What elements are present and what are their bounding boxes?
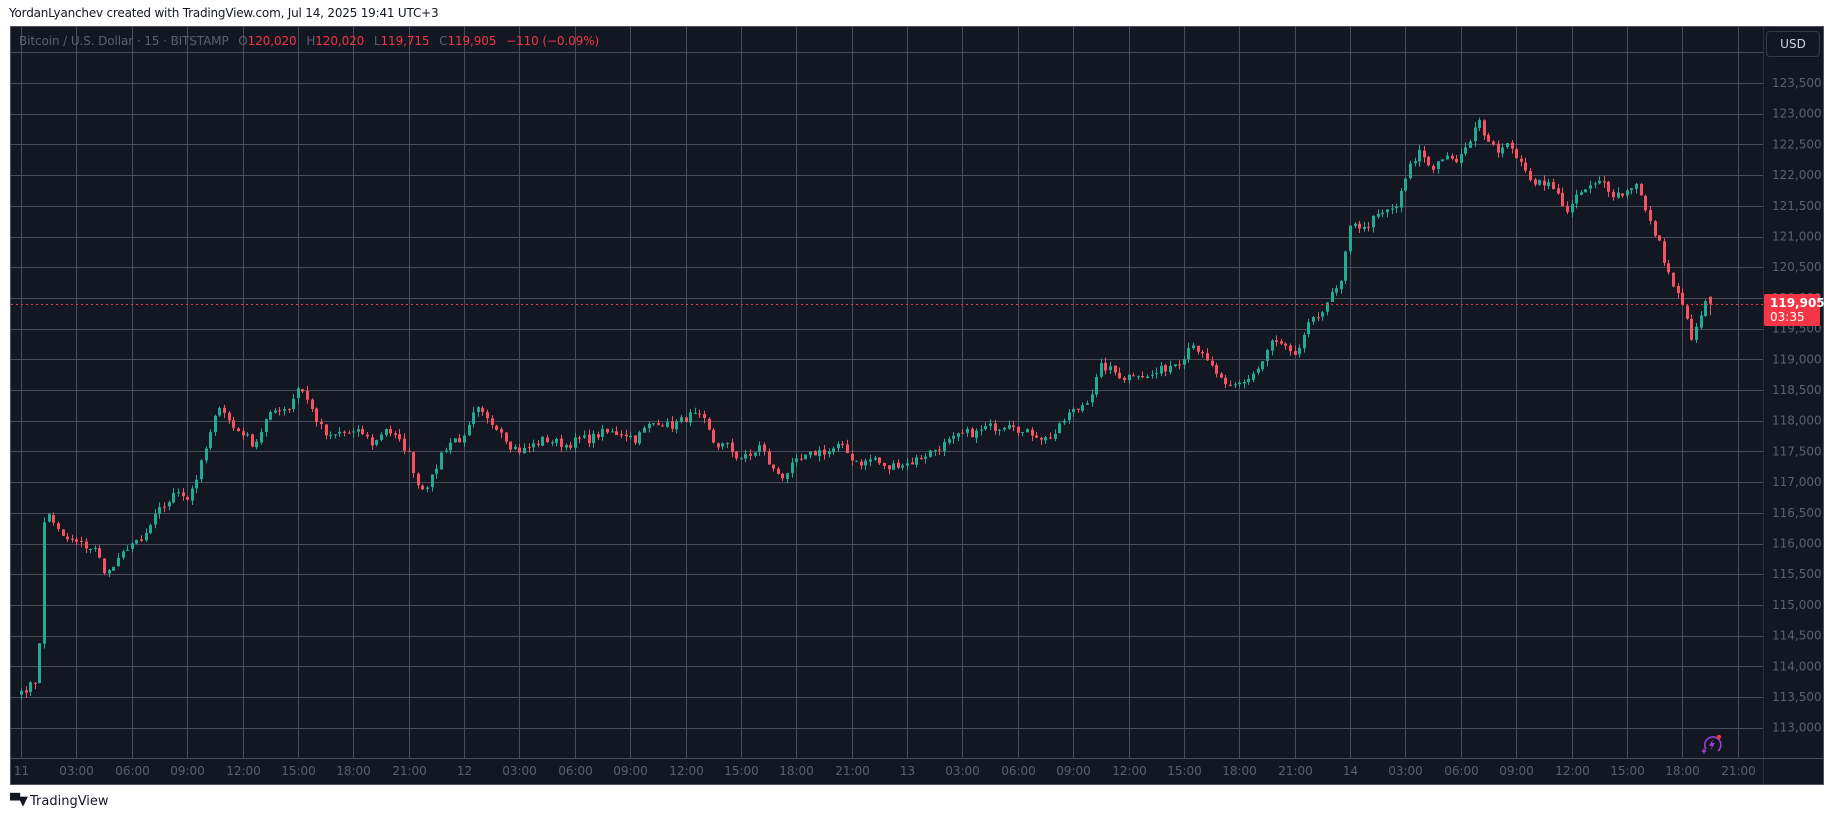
candlesticks xyxy=(20,117,1712,700)
price-tick-label: 121,000 xyxy=(1772,230,1822,244)
price-axis[interactable]: 113,000 113,500 114,000 114,500 115,000 115,5… xyxy=(1772,76,1822,735)
time-tick-label: 21:00 xyxy=(392,764,427,778)
time-tick-label: 11 xyxy=(14,764,29,778)
time-tick-label: 21:00 xyxy=(835,764,870,778)
price-tick-label: 114,000 xyxy=(1772,659,1822,673)
time-tick-label: 18:00 xyxy=(779,764,814,778)
bar-countdown: 03:35 xyxy=(1770,310,1805,324)
price-tick-label: 116,500 xyxy=(1772,506,1822,520)
brand-name: TradingView xyxy=(30,794,109,809)
time-tick-label: 09:00 xyxy=(1499,764,1534,778)
price-tick-label: 116,000 xyxy=(1772,537,1822,551)
price-tick-label: 118,500 xyxy=(1772,383,1822,397)
symbol-title: Bitcoin / U.S. Dollar · 15 · BITSTAMP xyxy=(19,34,229,48)
time-tick-label: 12:00 xyxy=(669,764,704,778)
currency-button[interactable]: USD xyxy=(1766,31,1820,57)
time-tick-label: 12 xyxy=(457,764,472,778)
time-tick-label: 12:00 xyxy=(1112,764,1147,778)
open-label: O xyxy=(238,34,248,48)
time-tick-label: 12:00 xyxy=(226,764,261,778)
symbol-legend: Bitcoin / U.S. Dollar · 15 · BITSTAMP O1… xyxy=(19,34,599,48)
price-tick-label: 113,000 xyxy=(1772,721,1822,735)
close-value: 119,905 xyxy=(447,34,497,48)
price-tick-label: 120,500 xyxy=(1772,260,1822,274)
change-value: −110 (−0.09%) xyxy=(506,34,600,48)
time-tick-label: 21:00 xyxy=(1278,764,1313,778)
time-tick-label: 06:00 xyxy=(1444,764,1479,778)
tradingview-logo-icon: ▀▼ xyxy=(10,794,28,809)
price-tick-label: 122,000 xyxy=(1772,168,1822,182)
chart-caption: YordanLyanchev created with TradingView.… xyxy=(9,6,439,20)
time-tick-label: 03:00 xyxy=(59,764,94,778)
lightning-alert-icon[interactable] xyxy=(1700,733,1724,757)
time-tick-label: 15:00 xyxy=(724,764,759,778)
time-tick-label: 09:00 xyxy=(1056,764,1091,778)
price-tick-label: 118,000 xyxy=(1772,414,1822,428)
price-tick-label: 115,500 xyxy=(1772,567,1822,581)
time-tick-label: 09:00 xyxy=(170,764,205,778)
low-label: L xyxy=(373,34,381,48)
time-tick-label: 18:00 xyxy=(336,764,371,778)
last-price-value: 119,905 xyxy=(1770,296,1825,310)
high-value: 120,020 xyxy=(315,34,365,48)
price-tick-label: 115,000 xyxy=(1772,598,1822,612)
price-tick-label: 123,500 xyxy=(1772,76,1822,90)
time-tick-label: 21:00 xyxy=(1721,764,1756,778)
tradingview-brand[interactable]: ▀▼ TradingView xyxy=(10,794,109,809)
time-tick-label: 03:00 xyxy=(1388,764,1423,778)
price-tick-label: 114,500 xyxy=(1772,629,1822,643)
time-axis[interactable]: 11 03:00 06:00 09:00 12:00 15:00 18:00 21:00 12 0… xyxy=(14,764,1756,778)
last-price-label: 119,905 03:35 xyxy=(1764,294,1825,326)
price-tick-label: 122,500 xyxy=(1772,137,1822,151)
low-value: 119,715 xyxy=(380,34,430,48)
price-tick-label: 113,500 xyxy=(1772,690,1822,704)
price-tick-label: 123,000 xyxy=(1772,107,1822,121)
time-tick-label: 15:00 xyxy=(281,764,316,778)
time-tick-label: 18:00 xyxy=(1222,764,1257,778)
time-tick-label: 12:00 xyxy=(1555,764,1590,778)
time-tick-label: 18:00 xyxy=(1665,764,1700,778)
price-tick-label: 117,000 xyxy=(1772,475,1822,489)
time-tick-label: 03:00 xyxy=(502,764,537,778)
price-tick-label: 117,500 xyxy=(1772,444,1822,458)
time-tick-label: 06:00 xyxy=(558,764,593,778)
time-tick-label: 13 xyxy=(900,764,915,778)
open-value: 120,020 xyxy=(247,34,297,48)
grid-lines xyxy=(11,27,1763,758)
time-tick-label: 14 xyxy=(1343,764,1358,778)
time-tick-label: 15:00 xyxy=(1167,764,1202,778)
time-tick-label: 09:00 xyxy=(613,764,648,778)
time-tick-label: 06:00 xyxy=(1001,764,1036,778)
time-tick-label: 06:00 xyxy=(115,764,150,778)
time-tick-label: 03:00 xyxy=(945,764,980,778)
price-tick-label: 119,000 xyxy=(1772,352,1822,366)
high-label: H xyxy=(306,34,316,48)
time-tick-label: 15:00 xyxy=(1610,764,1645,778)
close-label: C xyxy=(439,34,448,48)
price-tick-label: 121,500 xyxy=(1772,199,1822,213)
